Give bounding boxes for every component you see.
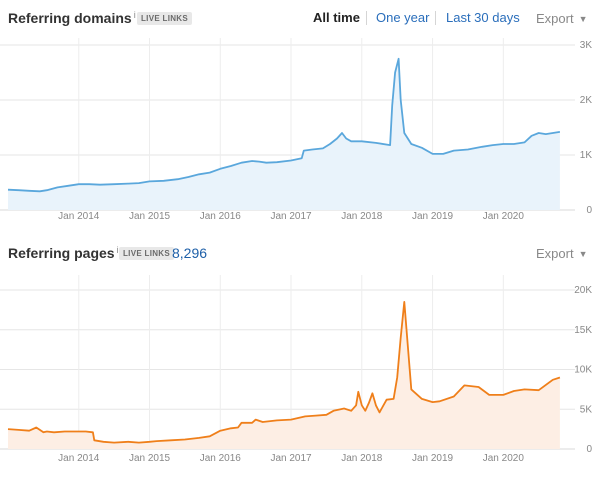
x-tick-label: Jan 2014: [58, 211, 100, 222]
info-icon[interactable]: i: [133, 10, 136, 20]
tab-separator: [366, 11, 367, 25]
referring-domains-title: Referring domains i: [8, 10, 136, 26]
x-tick-label: Jan 2020: [483, 211, 525, 222]
referring-domains-chart: 0 1K 2K 3K Jan 2014 Jan 2015 Jan 2016 Jan 2017 J…: [0, 38, 593, 222]
y-tick-label: 20K: [574, 285, 592, 296]
x-tick-label: Jan 2019: [412, 211, 454, 222]
x-tick-label: Jan 2017: [270, 211, 312, 222]
x-tick-label: Jan 2015: [129, 453, 171, 464]
y-tick-label: 15K: [574, 325, 592, 336]
y-tick-label: 0: [586, 205, 592, 216]
y-tick-label: 3K: [580, 40, 593, 51]
live-links-badge: LIVE LINKS: [119, 247, 175, 260]
referring-pages-count: 8,296: [172, 245, 208, 261]
series-area: [8, 58, 560, 210]
tab-all-time[interactable]: All time: [313, 10, 360, 25]
referring-pages-header: Referring pages i LIVE LINKS 8,296 Export…: [0, 245, 602, 269]
tab-last-30-days[interactable]: Last 30 days: [446, 10, 520, 25]
live-links-badge: LIVE LINKS: [137, 12, 193, 25]
tab-separator: [435, 11, 436, 25]
y-tick-label: 0: [586, 444, 592, 455]
x-tick-label: Jan 2020: [483, 453, 525, 464]
info-icon[interactable]: i: [116, 245, 119, 255]
x-tick-label: Jan 2016: [200, 211, 242, 222]
y-tick-label: 2K: [580, 95, 593, 106]
series-line: [7, 301, 561, 444]
x-tick-label: Jan 2014: [58, 453, 100, 464]
series-area: [8, 301, 560, 449]
referring-pages-chart: 0 5K 10K 15K 20K Jan 2014 Jan 2015 Jan 2016 Jan …: [0, 275, 593, 464]
export-button-pages[interactable]: Export ▼: [536, 246, 588, 261]
chevron-down-icon: ▼: [578, 14, 588, 24]
y-tick-label: 1K: [580, 150, 593, 161]
x-tick-label: Jan 2018: [341, 211, 383, 222]
y-tick-label: 10K: [574, 365, 592, 376]
x-tick-label: Jan 2016: [200, 453, 242, 464]
y-tick-label: 5K: [580, 404, 593, 415]
series-line: [7, 57, 561, 193]
referring-pages-title: Referring pages i: [8, 245, 119, 261]
export-button-domains[interactable]: Export ▼: [536, 11, 588, 26]
x-tick-label: Jan 2019: [412, 453, 454, 464]
x-tick-label: Jan 2015: [129, 211, 171, 222]
chevron-down-icon: ▼: [578, 249, 588, 259]
x-tick-label: Jan 2017: [270, 453, 312, 464]
referring-domains-header: Referring domains i LIVE LINKS All time O…: [0, 10, 602, 34]
tab-one-year[interactable]: One year: [376, 10, 430, 25]
x-tick-label: Jan 2018: [341, 453, 383, 464]
